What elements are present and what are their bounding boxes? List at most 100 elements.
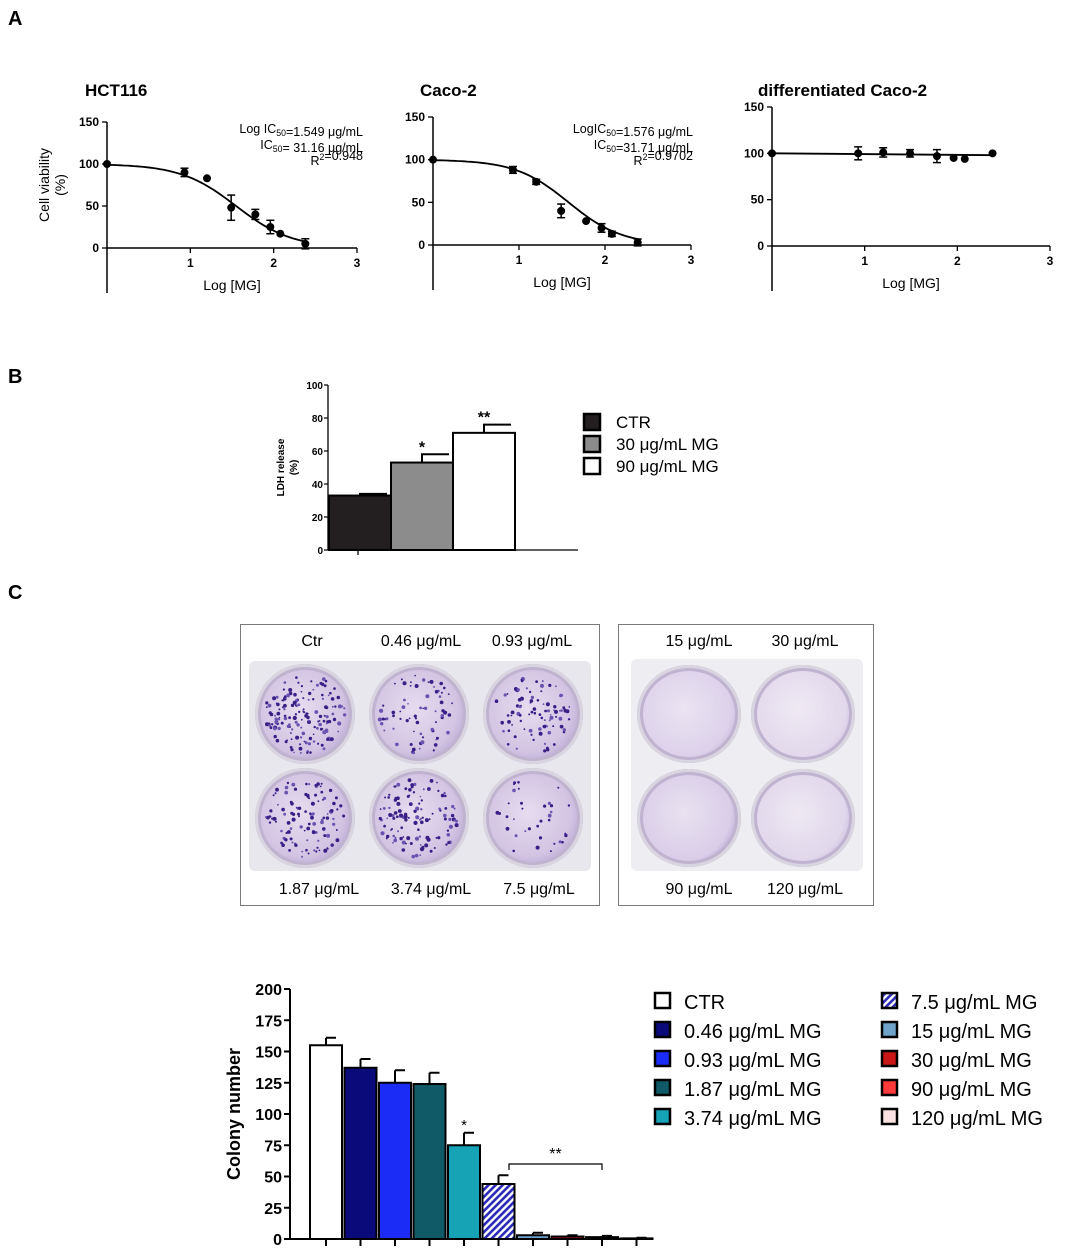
colony-dot bbox=[343, 707, 346, 710]
colony-dot bbox=[409, 842, 413, 845]
colony-dot bbox=[404, 787, 408, 791]
colony-dot bbox=[276, 723, 278, 726]
y-tick-label: 100 bbox=[79, 157, 99, 171]
colony-dot bbox=[333, 687, 336, 690]
colony-dot bbox=[564, 832, 567, 835]
well-label: 1.87 μg/mL bbox=[278, 881, 360, 898]
colony-dot bbox=[538, 727, 542, 731]
y-axis-label: LDH release bbox=[276, 438, 287, 496]
y-tick-label: 50 bbox=[751, 193, 765, 207]
colony-dot bbox=[527, 827, 531, 831]
well bbox=[369, 664, 469, 764]
bar bbox=[412, 1083, 447, 1240]
colony-dot bbox=[317, 839, 320, 842]
colony-dot bbox=[438, 695, 442, 698]
colony-dot bbox=[264, 816, 267, 819]
bar bbox=[390, 461, 454, 551]
colony-dot bbox=[557, 786, 560, 789]
colony-dot bbox=[278, 708, 281, 711]
well-label: 7.5 μg/mL bbox=[503, 881, 575, 898]
colony-dot bbox=[407, 816, 410, 819]
colony-dot bbox=[548, 719, 551, 722]
colony-dot bbox=[547, 801, 551, 805]
colony-dot bbox=[275, 695, 279, 699]
legend-swatch bbox=[582, 434, 602, 454]
colony-dot bbox=[291, 841, 294, 844]
y-tick-label: 75 bbox=[264, 1138, 282, 1155]
colony-dot bbox=[268, 821, 272, 824]
colony-dot bbox=[512, 849, 515, 853]
colony-dot bbox=[320, 820, 324, 825]
colony-dot bbox=[558, 840, 562, 844]
y-tick-label: 0 bbox=[317, 546, 323, 557]
well bbox=[637, 769, 741, 867]
colony-dot bbox=[312, 822, 317, 826]
colony-dot bbox=[540, 716, 544, 720]
colony-dot bbox=[299, 736, 303, 739]
colony-dot bbox=[408, 788, 412, 792]
colony-dot bbox=[494, 699, 499, 703]
colony-dot bbox=[419, 795, 422, 798]
colony-dot bbox=[326, 848, 329, 850]
colony-dot bbox=[307, 742, 311, 746]
colony-dot bbox=[308, 691, 312, 696]
colony-dot bbox=[303, 829, 306, 832]
fit-annotation: LogIC50=1.576 μg/mL bbox=[573, 122, 693, 139]
legend-swatch bbox=[582, 412, 602, 432]
colony-dot bbox=[555, 715, 558, 718]
colony-dot bbox=[439, 681, 443, 686]
x-tick-label: 2 bbox=[602, 253, 609, 267]
colony-dot bbox=[506, 743, 510, 746]
colony-dot bbox=[392, 727, 395, 730]
colony-dot bbox=[280, 721, 284, 725]
colony-dot bbox=[281, 807, 285, 812]
colony-dot bbox=[393, 811, 398, 815]
colony-dot bbox=[335, 829, 338, 831]
y-tick-label: 100 bbox=[306, 381, 323, 392]
colony-dot bbox=[530, 710, 534, 714]
colony-dot bbox=[312, 688, 315, 691]
colony-dot bbox=[406, 836, 411, 841]
colony-dot bbox=[419, 854, 422, 856]
colony-dot bbox=[409, 743, 413, 746]
colony-dot bbox=[337, 704, 342, 709]
colony-dot bbox=[420, 799, 423, 802]
colony-dot bbox=[288, 849, 291, 852]
colony-dot bbox=[290, 811, 294, 815]
colony-dot bbox=[415, 806, 420, 811]
colony-dot bbox=[431, 812, 434, 815]
colony-dot bbox=[275, 787, 279, 792]
colony-dot bbox=[321, 693, 324, 697]
significance-bracket bbox=[508, 1163, 603, 1170]
colony-dot bbox=[515, 747, 518, 750]
colony-dot bbox=[391, 710, 396, 715]
four-well-plate bbox=[631, 659, 863, 871]
colony-dot bbox=[553, 705, 557, 709]
colony-dot bbox=[523, 728, 526, 731]
colony-dot bbox=[430, 727, 434, 732]
colony-dot bbox=[284, 790, 289, 795]
caco2-viability-chart: Caco-2 0 50 100 150 1 2 3 Log [MG] LogIC50=1.576 … bbox=[405, 81, 695, 290]
colony-dot bbox=[516, 688, 520, 692]
colony-dot bbox=[337, 721, 342, 726]
legend-label: 30 μg/mL MG bbox=[616, 435, 719, 454]
colony-dot bbox=[434, 689, 439, 694]
colony-dot bbox=[453, 819, 456, 822]
fit-annotation: Log IC50=1.549 μg/mL bbox=[239, 122, 363, 139]
colony-dot bbox=[507, 729, 511, 732]
colony-dot bbox=[283, 716, 288, 721]
colony-dot bbox=[513, 735, 517, 739]
colony-dot bbox=[395, 815, 399, 818]
colony-dot bbox=[394, 836, 397, 839]
colony-dot bbox=[381, 717, 385, 721]
colony-dot bbox=[306, 793, 310, 798]
colony-dot bbox=[414, 836, 420, 841]
colony-dot bbox=[421, 736, 425, 739]
colony-dot bbox=[447, 841, 451, 845]
colony-dot bbox=[295, 735, 300, 740]
legend-swatch bbox=[653, 1078, 672, 1097]
y-tick-label: 50 bbox=[412, 195, 426, 209]
data-point bbox=[879, 148, 888, 157]
colony-dots bbox=[264, 674, 571, 859]
